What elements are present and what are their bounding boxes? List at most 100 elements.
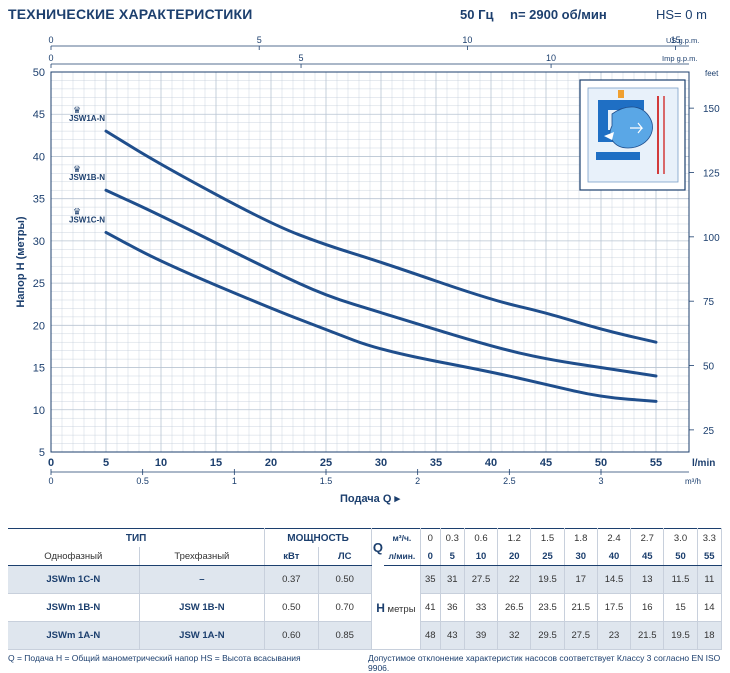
feet-tick-label: 75 xyxy=(703,297,715,308)
h-value-cell: 11.5 xyxy=(663,565,698,594)
q-m3h-cell: 1.2 xyxy=(497,528,532,547)
series-label: JSW1C-N xyxy=(69,215,105,224)
three-phase-header: Трехфазный xyxy=(139,547,266,566)
crown-icon: ♛ xyxy=(73,105,81,115)
us-gpm-tick-label: 5 xyxy=(257,35,262,45)
m3h-tick-label: 0 xyxy=(48,476,53,486)
h-value-cell: 17.5 xyxy=(597,593,632,622)
hp-value: 0.85 xyxy=(318,621,372,650)
y-tick-label: 25 xyxy=(33,278,45,290)
h-value-cell: 23.5 xyxy=(530,593,565,622)
imp-gpm-unit-label: Imp g.p.m. xyxy=(662,54,697,63)
imp-gpm-tick-label: 0 xyxy=(48,53,53,63)
h-value-cell: 22 xyxy=(497,565,532,594)
us-gpm-tick-label: 10 xyxy=(462,35,472,45)
us-gpm-tick-label: 15 xyxy=(671,35,681,45)
h-value-cell: 21.5 xyxy=(564,593,598,622)
q-m3h-cell: 3.3 xyxy=(697,528,723,547)
kw-value: 0.37 xyxy=(264,565,319,594)
y-tick-label: 20 xyxy=(33,320,45,332)
speed-label: n= 2900 об/мин xyxy=(510,7,607,22)
h-value-cell: 31 xyxy=(440,565,465,594)
h-label: H метры xyxy=(371,565,421,650)
chart-series: ♛JSW1A-N♛JSW1B-N♛JSW1C-N xyxy=(69,105,658,403)
hp-value: 0.50 xyxy=(318,565,372,594)
feet-tick-label: 150 xyxy=(703,104,720,115)
x-tick-label: 40 xyxy=(485,457,497,469)
x-tick-label: 20 xyxy=(265,457,277,469)
h-letter: H xyxy=(376,600,385,615)
feet-tick-label: 25 xyxy=(703,426,715,437)
h-value-cell: 35 xyxy=(420,565,441,594)
series-curve-jsw1a-n xyxy=(104,129,658,344)
suction-height-label: HS= 0 m xyxy=(656,7,707,22)
us-gpm-tick-label: 0 xyxy=(48,35,53,45)
q-lmin-cell: 5 xyxy=(440,547,465,566)
h-value-cell: 11 xyxy=(697,565,723,594)
q-lmin-cell: 50 xyxy=(663,547,698,566)
page-title: ТЕХНИЧЕСКИЕ ХАРАКТЕРИСТИКИ xyxy=(8,6,253,22)
m3h-tick-label: 2.5 xyxy=(503,476,516,486)
single-phase-model: JSWm 1A-N xyxy=(8,621,140,650)
h-value-cell: 48 xyxy=(420,621,441,650)
q-lmin-cell: 25 xyxy=(530,547,565,566)
type-header: ТИП xyxy=(8,528,266,547)
h-value-cell: 14 xyxy=(697,593,723,622)
h-value-cell: 43 xyxy=(440,621,465,650)
q-m3h-cell: 3.0 xyxy=(663,528,698,547)
x-tick-label: 5 xyxy=(103,457,109,469)
h-value-cell: 39 xyxy=(464,621,499,650)
y-tick-label: 10 xyxy=(33,405,45,417)
y-tick-label: 40 xyxy=(33,151,45,163)
x-tick-label: 0 xyxy=(48,457,54,469)
table-row: JSWm 1A-N JSW 1A-N 0.60 0.85 48 43 39 32 29.5 27.… xyxy=(8,621,723,650)
three-phase-model: JSW 1B-N xyxy=(139,593,266,622)
x-tick-label: 30 xyxy=(375,457,387,469)
x-tick-label: 15 xyxy=(210,457,222,469)
x-unit-label: l/min xyxy=(692,458,715,469)
footer-legend: Q = Подача H = Общий манометрический нап… xyxy=(8,653,301,663)
q-m3h-cell: 0 xyxy=(420,528,441,547)
h-value-cell: 36 xyxy=(440,593,465,622)
crown-icon: ♛ xyxy=(73,164,81,174)
hp-header: ЛС xyxy=(318,547,372,566)
kw-value: 0.60 xyxy=(264,621,319,650)
y-tick-label: 35 xyxy=(33,194,45,206)
feet-tick-label: 100 xyxy=(703,233,720,244)
q-lmin-cell: 30 xyxy=(564,547,598,566)
y-tick-label: 45 xyxy=(33,109,45,121)
footer-tolerance-note: Допустимое отклонение характеристик насо… xyxy=(368,653,721,673)
x-tick-label: 55 xyxy=(650,457,662,469)
frequency-label: 50 Гц xyxy=(460,7,494,22)
q-lmin-cell: 20 xyxy=(497,547,532,566)
q-m3h-cell: 1.8 xyxy=(564,528,598,547)
q-m3h-cell: 2.4 xyxy=(597,528,632,547)
series-label: JSW1B-N xyxy=(69,173,105,182)
kw-header: кВт xyxy=(264,547,319,566)
h-value-cell: 26.5 xyxy=(497,593,532,622)
table-row: JSWm 1B-N JSW 1B-N 0.50 0.70 41 36 33 26.5 23.5 2… xyxy=(8,593,723,622)
three-phase-model: JSW 1A-N xyxy=(139,621,266,650)
y-axis-label: Напор H (метры) xyxy=(15,216,27,307)
m3h-tick-label: 3 xyxy=(598,476,603,486)
h-value-cell: 27.5 xyxy=(564,621,598,650)
q-lmin-cell: 10 xyxy=(464,547,499,566)
m3h-tick-label: 2 xyxy=(415,476,420,486)
q-m3h-cell: 0.3 xyxy=(440,528,465,547)
y-tick-label: 50 xyxy=(33,67,45,79)
imp-gpm-tick-label: 5 xyxy=(299,53,304,63)
q-lmin-cell: 40 xyxy=(597,547,632,566)
plot-frame xyxy=(50,71,690,453)
x-tick-label: 25 xyxy=(320,457,332,469)
q-m3h-cell: 0.6 xyxy=(464,528,499,547)
h-value-cell: 15 xyxy=(663,593,698,622)
spec-header-row-2: Однофазный Трехфазный кВт ЛС л/мин. 0 5 10… xyxy=(8,547,723,566)
q-m3h-cell: 1.5 xyxy=(530,528,565,547)
series-label: JSW1A-N xyxy=(69,114,105,123)
hp-value: 0.70 xyxy=(318,593,372,622)
h-value-cell: 13 xyxy=(630,565,665,594)
h-value-cell: 33 xyxy=(464,593,499,622)
q-unit-lmin: л/мин. xyxy=(383,547,421,566)
x-tick-label: 10 xyxy=(155,457,167,469)
